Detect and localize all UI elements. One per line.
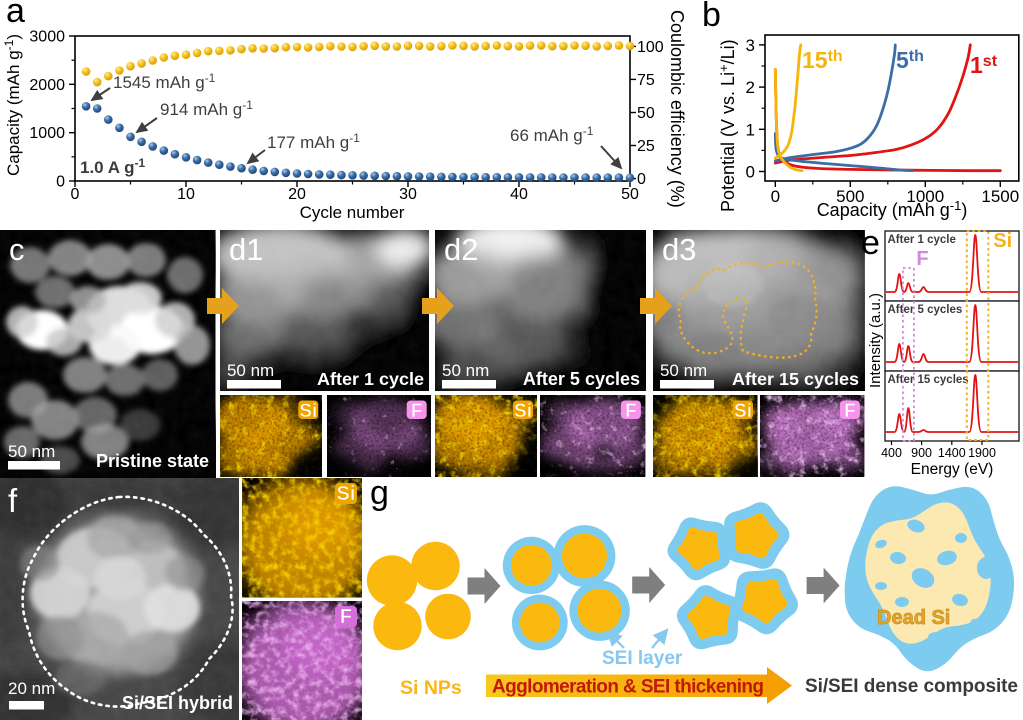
svg-text:b: b (702, 0, 721, 34)
svg-text:75: 75 (637, 72, 655, 89)
svg-text:After 15 cycles: After 15 cycles (888, 374, 969, 386)
svg-text:30: 30 (399, 186, 417, 203)
svg-text:3: 3 (746, 36, 755, 55)
svg-text:100: 100 (637, 39, 664, 56)
svg-text:Si: Si (299, 401, 317, 422)
svg-text:40: 40 (510, 186, 528, 203)
svg-text:5th: 5th (896, 47, 924, 73)
svg-text:F: F (625, 401, 637, 422)
svg-text:Si: Si (514, 401, 532, 422)
svg-text:SEI layer: SEI layer (602, 648, 683, 669)
svg-text:Coulombic efficiency (%): Coulombic efficiency (%) (667, 10, 687, 208)
svg-text:15th: 15th (802, 47, 843, 73)
svg-text:0: 0 (746, 163, 755, 182)
svg-text:0: 0 (71, 186, 80, 203)
svg-text:0: 0 (637, 171, 646, 188)
svg-text:1000: 1000 (906, 187, 944, 206)
svg-text:1545 mAh g-1: 1545 mAh g-1 (113, 71, 216, 92)
svg-text:1.0 A g-1: 1.0 A g-1 (80, 156, 145, 177)
svg-text:Si: Si (734, 401, 752, 422)
svg-text:0: 0 (56, 174, 65, 191)
svg-text:d2: d2 (444, 232, 478, 267)
svg-text:Si/SEI dense composite: Si/SEI dense composite (805, 676, 1018, 697)
svg-text:0: 0 (771, 187, 780, 206)
svg-text:After 15 cycles: After 15 cycles (732, 368, 859, 388)
svg-text:Intensity (a.u.): Intensity (a.u.) (867, 293, 884, 388)
svg-text:1st: 1st (970, 52, 998, 78)
svg-text:2000: 2000 (29, 77, 65, 94)
svg-text:20 nm: 20 nm (8, 679, 55, 698)
svg-text:1500: 1500 (981, 187, 1019, 206)
svg-text:F: F (916, 248, 928, 270)
svg-text:After 5 cycles: After 5 cycles (523, 369, 640, 389)
svg-text:Dead Si: Dead Si (877, 607, 950, 629)
svg-text:2: 2 (746, 78, 755, 97)
svg-text:Pristine state: Pristine state (96, 451, 209, 471)
svg-text:177 mAh g-1: 177 mAh g-1 (267, 131, 360, 152)
svg-text:Si: Si (993, 230, 1012, 252)
svg-text:Si NPs: Si NPs (400, 677, 462, 699)
svg-text:914 mAh g-1: 914 mAh g-1 (160, 98, 253, 119)
svg-text:d1: d1 (229, 232, 263, 267)
svg-text:500: 500 (836, 187, 864, 206)
svg-text:F: F (844, 401, 856, 422)
svg-text:50 nm: 50 nm (227, 360, 274, 379)
svg-text:g: g (370, 478, 389, 512)
svg-text:d3: d3 (662, 232, 696, 267)
svg-text:Cycle number: Cycle number (300, 203, 405, 222)
svg-text:400: 400 (881, 446, 902, 460)
svg-text:Potential (V vs. Li+/Li): Potential (V vs. Li+/Li) (716, 39, 738, 212)
svg-text:Si/SEI hybrid: Si/SEI hybrid (122, 693, 233, 713)
svg-text:After 1 cycle: After 1 cycle (888, 234, 956, 246)
svg-text:After 1 cycle: After 1 cycle (317, 368, 424, 388)
svg-text:Capacity (mAh g-1): Capacity (mAh g-1) (817, 198, 968, 220)
svg-text:Capacity (mAh g-1): Capacity (mAh g-1) (2, 34, 23, 176)
svg-text:1900: 1900 (968, 446, 996, 460)
svg-text:Agglomeration & SEI thickening: Agglomeration & SEI thickening (492, 677, 764, 698)
svg-text:20: 20 (288, 186, 306, 203)
svg-text:50 nm: 50 nm (442, 361, 489, 380)
svg-text:50: 50 (621, 186, 639, 203)
svg-text:66 mAh g-1: 66 mAh g-1 (510, 124, 594, 145)
svg-text:10: 10 (177, 186, 195, 203)
svg-text:Energy (eV): Energy (eV) (911, 461, 994, 478)
svg-text:F: F (340, 606, 352, 628)
svg-text:50 nm: 50 nm (660, 360, 707, 379)
svg-text:e: e (861, 228, 880, 262)
svg-text:50: 50 (637, 105, 655, 122)
svg-text:1: 1 (746, 120, 755, 139)
svg-text:50 nm: 50 nm (8, 442, 55, 461)
svg-text:3000: 3000 (29, 29, 65, 46)
svg-text:f: f (8, 482, 18, 519)
svg-text:After 5 cycles: After 5 cycles (888, 304, 963, 316)
svg-text:900: 900 (911, 446, 932, 460)
svg-text:Si: Si (337, 483, 356, 505)
svg-text:1000: 1000 (29, 125, 65, 142)
svg-text:c: c (9, 232, 25, 267)
svg-text:1400: 1400 (938, 446, 966, 460)
svg-text:25: 25 (637, 138, 655, 155)
svg-text:a: a (6, 0, 25, 30)
svg-text:F: F (411, 401, 423, 422)
